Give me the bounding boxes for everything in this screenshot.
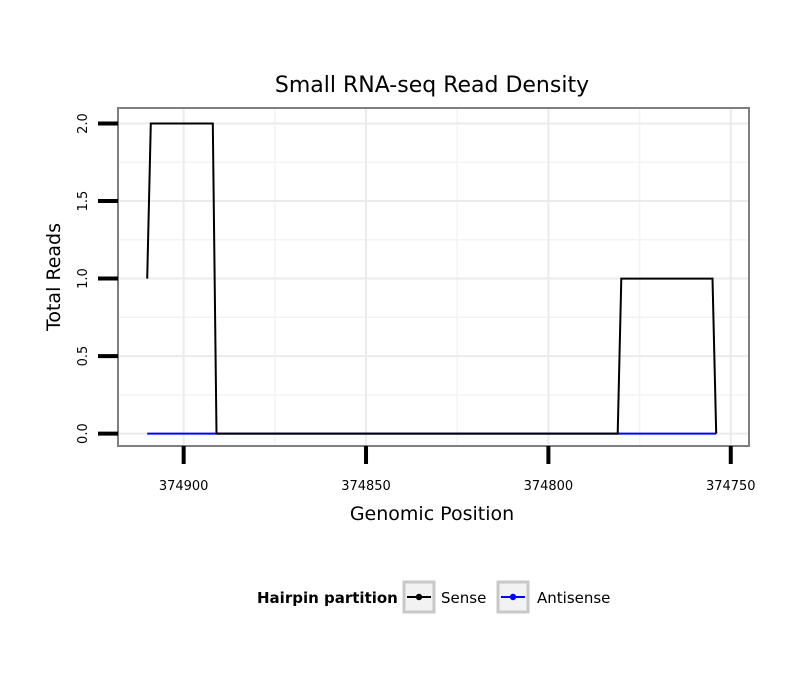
y-axis-title: Total Reads <box>43 223 65 332</box>
x-tick-label: 374900 <box>159 479 209 494</box>
legend-entry-antisense: Antisense <box>496 580 610 614</box>
x-axis-title: Genomic Position <box>350 503 514 525</box>
x-axis: 374900 374850 374800 374750 <box>159 446 756 494</box>
legend: Hairpin partition Sense Antisense <box>257 580 610 614</box>
legend-label-sense: Sense <box>441 589 486 607</box>
y-axis: 0.0 0.5 1.0 1.5 2.0 <box>76 113 118 444</box>
grid-lines <box>118 108 749 446</box>
chart-title: Small RNA-seq Read Density <box>275 73 589 98</box>
legend-point-antisense <box>509 593 517 601</box>
legend-entry-sense: Sense <box>402 580 486 614</box>
y-tick-label: 1.5 <box>76 191 91 212</box>
series-line-sense <box>146 122 718 435</box>
y-tick-label: 0.5 <box>76 346 91 367</box>
y-tick-label: 2.0 <box>76 113 91 134</box>
y-tick-label: 1.0 <box>76 268 91 289</box>
x-tick-label: 374750 <box>706 479 756 494</box>
y-tick-label: 0.0 <box>76 423 91 444</box>
series-layer <box>146 122 718 435</box>
plot-panel <box>118 108 749 446</box>
legend-label-antisense: Antisense <box>537 589 610 607</box>
x-tick-label: 374850 <box>341 479 391 494</box>
legend-title: Hairpin partition <box>257 589 398 607</box>
legend-point-sense <box>415 593 423 601</box>
x-tick-label: 374800 <box>524 479 574 494</box>
